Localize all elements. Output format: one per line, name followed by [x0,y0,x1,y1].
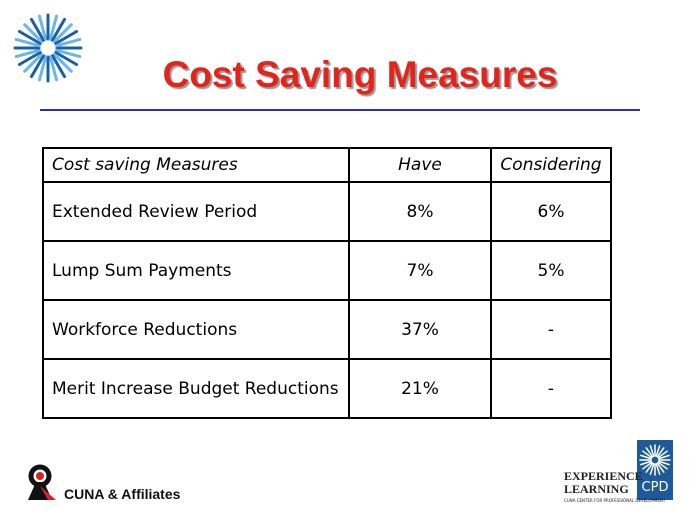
ray [657,450,668,459]
table-cell: 21% [348,358,492,419]
table-cell: Lump Sum Payments [42,240,350,301]
ray [639,454,652,460]
logo-sun [639,444,671,476]
ray [656,462,665,473]
cuna-logo: CUNA & Affiliates [22,462,212,507]
table-cell: 6% [490,181,612,242]
ray [649,463,655,476]
ray [52,52,73,73]
table-cell: 5% [490,240,612,301]
table-cell: Extended Review Period [42,181,350,242]
table: Cost saving Measures Have Considering Ex… [42,147,612,419]
ray [37,55,48,82]
ray [645,447,654,458]
ray [17,30,42,45]
table-row: Workforce Reductions 37% - [42,299,612,360]
ray [645,462,654,473]
ray [14,48,41,59]
ray [30,17,45,42]
logo-line: LEARNING [564,482,629,496]
cuna-text: CUNA & Affiliates [64,486,181,502]
ray [649,444,655,457]
ray [23,52,44,73]
ray [52,23,73,44]
ray [642,450,653,459]
ray [658,460,671,466]
header-cell: Have [348,147,492,183]
logo-line: EXPERIENCE [564,469,643,483]
table-row: Merit Increase Budget Reductions 21% - [42,358,612,419]
table-cell: 7% [348,240,492,301]
ray [48,55,59,82]
header-row: Cost saving Measures Have Considering [42,147,612,183]
ray [14,37,41,48]
table-cell: Workforce Reductions [42,299,350,360]
ray [55,48,82,59]
ray [55,37,82,48]
table-cell: Merit Increase Budget Reductions [42,358,350,419]
ray [656,447,665,458]
logo-tagline: CUNA CENTER FOR PROFESSIONAL DEVELOPMENT [564,498,666,503]
ray [658,454,671,460]
table-row: Lump Sum Payments 7% 5% [42,240,612,301]
ray [30,54,45,79]
ray [54,30,79,45]
table-body: Extended Review Period 8% 6% Lump Sum Payme… [42,181,612,419]
ray [655,444,661,457]
table-cell: - [490,299,612,360]
ray [655,463,661,476]
ray [48,14,59,41]
table-row: Extended Review Period 8% 6% [42,181,612,242]
slide-title: Cost Saving Measures [162,54,558,95]
experience-learning-logo: CPD EXPERIENCE LEARNING CUNA CENTER FOR … [560,440,675,510]
divider [40,109,640,111]
ray [639,460,652,466]
logo-words: EXPERIENCE LEARNING [564,470,643,496]
header-cell: Cost saving Measures [42,147,350,183]
ray [51,54,66,79]
table-cell: - [490,358,612,419]
ray [51,17,66,42]
ray [37,14,48,41]
ray [54,51,79,66]
ray [642,461,653,470]
table-cell: 8% [348,181,492,242]
ray [17,51,42,66]
ray [657,461,668,470]
cuna-mark [28,464,56,500]
table-cell: 37% [348,299,492,360]
ray [23,23,44,44]
header-cell: Considering [490,147,612,183]
logo-badge: CPD [641,480,669,495]
sunburst-icon [13,13,83,83]
